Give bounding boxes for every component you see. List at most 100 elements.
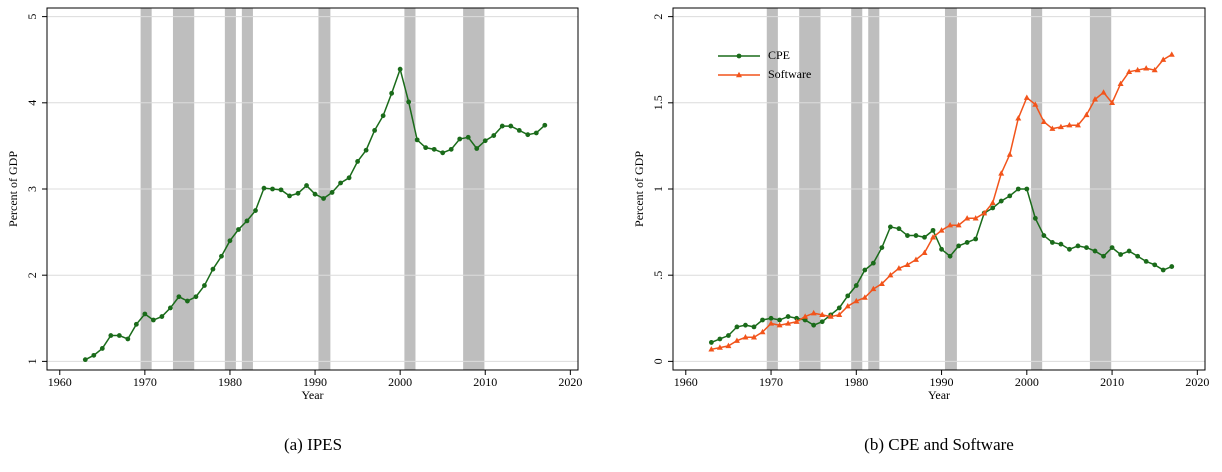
point [1084, 245, 1089, 251]
point [751, 324, 757, 330]
point [244, 218, 250, 224]
point [1126, 68, 1133, 74]
point [346, 175, 352, 181]
legend-label: CPE [768, 48, 790, 62]
x-axis-title: Year [301, 388, 323, 402]
point [1109, 245, 1115, 251]
point [1049, 125, 1056, 131]
point [793, 318, 800, 324]
point [750, 334, 757, 340]
y-tick-label: 4 [25, 100, 39, 106]
point [1092, 248, 1098, 254]
point [406, 99, 412, 105]
plot-frame [672, 7, 1206, 371]
legend-marker [736, 53, 742, 59]
point [202, 283, 207, 288]
point [125, 336, 131, 342]
legend-marker [736, 71, 742, 78]
x-tick-label: 1990 [303, 375, 327, 389]
point [878, 280, 885, 287]
x-tick-label: 1970 [759, 375, 783, 389]
point [904, 261, 911, 268]
point [930, 227, 936, 233]
y-axis-title: Percent of GDP [6, 151, 20, 227]
point [1135, 253, 1141, 259]
point [193, 294, 199, 300]
point [363, 147, 369, 153]
point [887, 271, 894, 278]
point [964, 215, 971, 221]
point [922, 234, 927, 240]
x-tick-label: 1980 [218, 375, 242, 389]
point [185, 298, 190, 304]
point [1066, 122, 1073, 128]
point [167, 305, 173, 311]
point [261, 185, 267, 191]
point [287, 193, 292, 199]
y-tick-label: 5 [25, 14, 39, 20]
point [717, 336, 723, 342]
point [1160, 56, 1167, 62]
point [913, 233, 919, 238]
point [499, 123, 505, 129]
point [355, 159, 361, 164]
y-tick-label: 3 [25, 186, 39, 192]
point [372, 127, 378, 133]
point [1126, 248, 1132, 254]
point [1117, 80, 1124, 87]
point [990, 205, 996, 211]
point [725, 342, 732, 349]
point [1032, 101, 1039, 107]
point [716, 344, 723, 350]
y-tick-label: 2 [651, 14, 665, 20]
point [785, 320, 792, 326]
point [1067, 246, 1072, 252]
point [888, 224, 893, 230]
point [938, 227, 945, 233]
point [768, 320, 775, 326]
point [219, 253, 224, 259]
point [879, 245, 885, 251]
point [845, 293, 851, 299]
point [912, 256, 919, 262]
point [1083, 111, 1090, 118]
x-tick-label: 1970 [133, 375, 157, 389]
point [733, 337, 740, 343]
point [921, 249, 928, 255]
point [1049, 240, 1055, 245]
y-tick-label: 0 [651, 358, 665, 364]
point [930, 234, 937, 240]
y-tick-label: .5 [651, 271, 665, 280]
point [491, 133, 497, 138]
panel: 1 2 3 4 5 1960 1970 1980 1990 2000 2010 2020 Year Per… [6, 7, 582, 454]
point [1041, 233, 1047, 238]
point [1075, 243, 1081, 249]
point [1109, 99, 1116, 106]
point [236, 227, 241, 232]
point [397, 66, 403, 72]
point [389, 90, 395, 96]
point [1058, 241, 1064, 247]
point [870, 260, 876, 266]
point [1134, 66, 1141, 73]
point [1152, 262, 1158, 268]
point [1160, 267, 1166, 273]
x-tick-label: 1990 [930, 375, 954, 389]
point [743, 322, 748, 328]
point [133, 321, 139, 327]
point [1118, 252, 1123, 257]
point [1023, 94, 1030, 100]
point [981, 209, 988, 216]
point [431, 146, 437, 152]
point [457, 136, 463, 142]
point [440, 150, 446, 156]
point [1100, 89, 1107, 95]
point [853, 283, 859, 288]
point [776, 321, 783, 328]
point [947, 253, 953, 259]
point [1168, 51, 1175, 57]
point [811, 322, 817, 328]
point [533, 130, 539, 136]
point [777, 317, 782, 323]
point [1015, 186, 1021, 192]
